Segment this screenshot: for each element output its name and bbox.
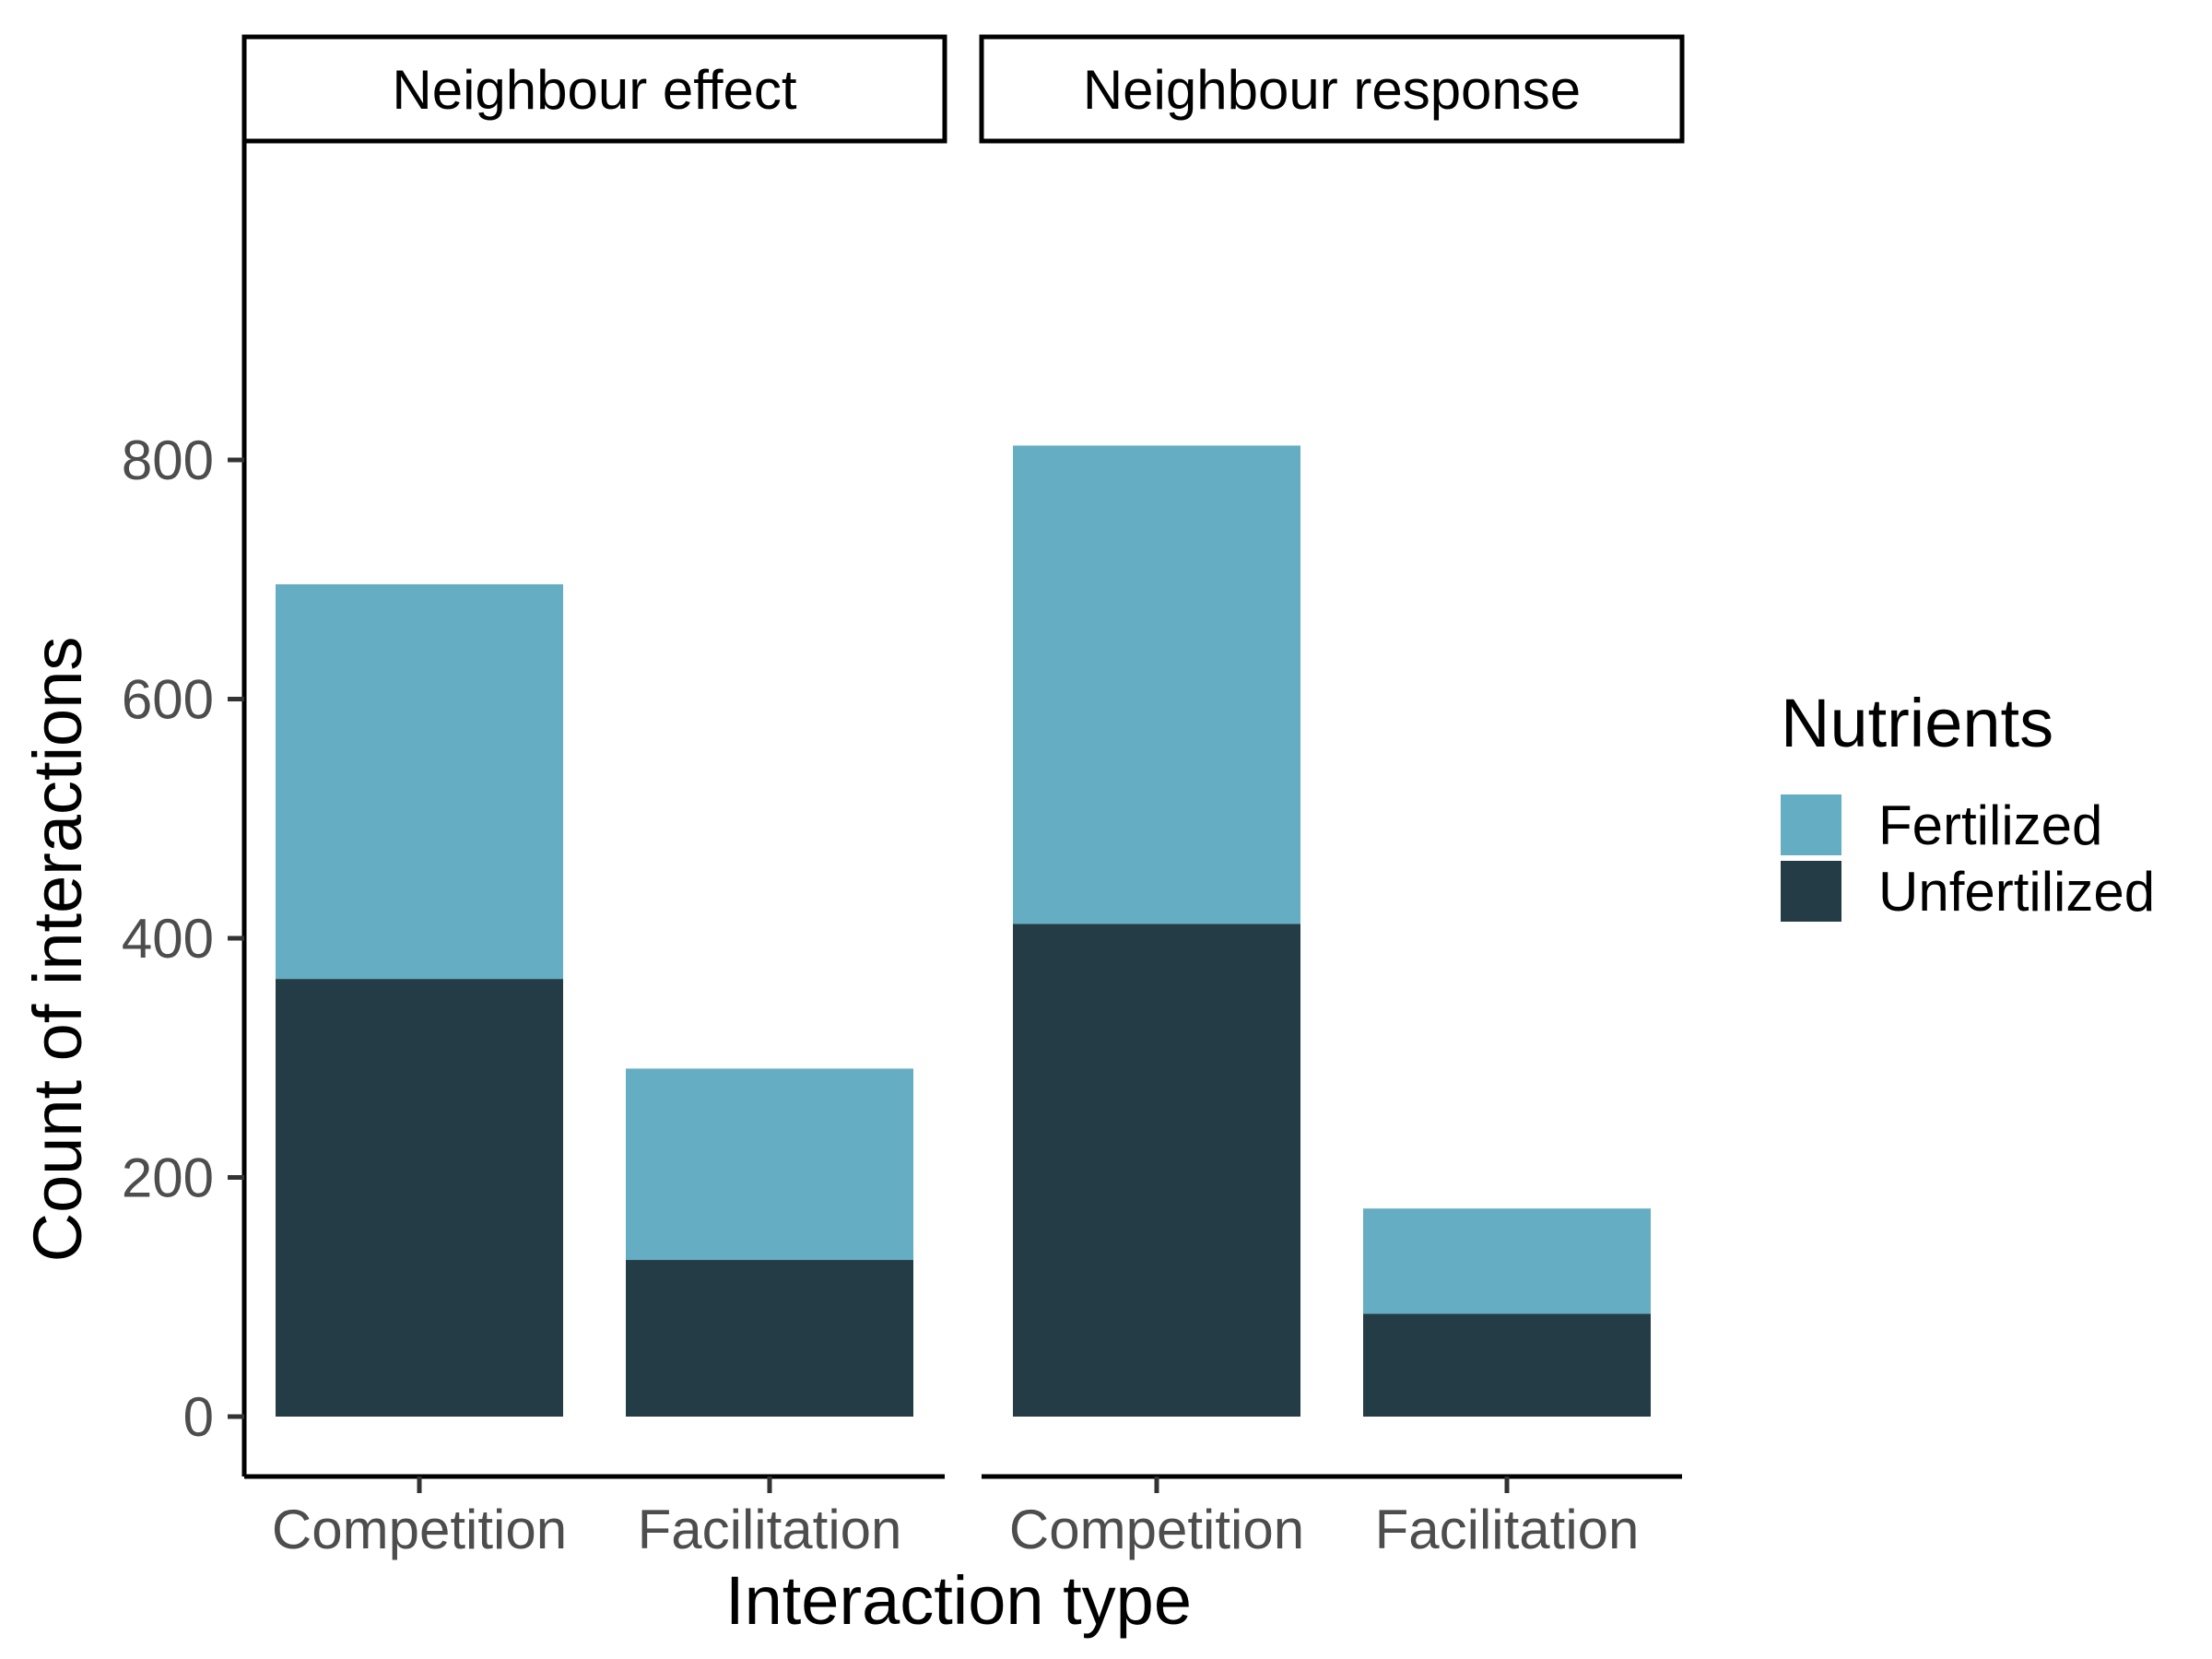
x-tick-label: Competition [1009, 1499, 1304, 1560]
legend-swatch [1781, 794, 1841, 855]
x-tick-label: Competition [272, 1499, 567, 1560]
y-axis: 0 200 400 600 800 [122, 143, 247, 1477]
legend-title: Nutrients [1781, 685, 2053, 761]
y-axis-title: Count of interactions [19, 637, 96, 1263]
legend-swatch [1781, 861, 1841, 922]
bar-fertilized [1013, 445, 1300, 924]
facet-panel: Neighbour effect Competition Facilitation [241, 34, 947, 1560]
bar-fertilized [276, 583, 563, 980]
facet-strip-label: Neighbour effect [392, 59, 797, 121]
y-tick-label: 0 [183, 1386, 214, 1448]
facet-strip [241, 34, 947, 144]
bar-fertilized [626, 1068, 913, 1261]
x-axis-title: Interaction type [725, 1562, 1192, 1639]
y-tick-label: 600 [122, 669, 214, 731]
y-tick-label: 800 [122, 429, 214, 491]
bar-unfertilized [1013, 924, 1300, 1417]
facet-strip [979, 34, 1685, 144]
bar-unfertilized [1363, 1313, 1651, 1417]
x-tick-label: Facilitation [1375, 1499, 1640, 1560]
bar-fertilized [1363, 1208, 1651, 1314]
y-tick-label: 200 [122, 1147, 214, 1209]
legend-label: Fertilized [1878, 794, 2102, 856]
facet-panel: Neighbour response Competition Facilitatio… [979, 34, 1685, 1560]
y-tick-label: 400 [122, 908, 214, 970]
facet-strip-label: Neighbour response [1083, 59, 1581, 121]
legend-label: Unfertilized [1878, 861, 2155, 923]
bar-unfertilized [276, 979, 563, 1417]
bar-unfertilized [626, 1260, 913, 1417]
x-tick-label: Facilitation [638, 1499, 902, 1560]
